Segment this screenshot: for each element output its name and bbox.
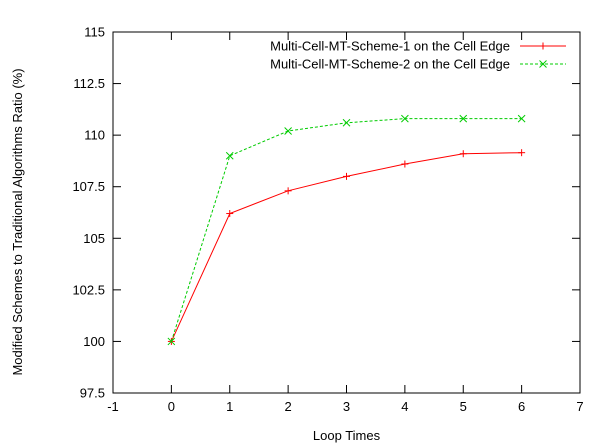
data-point — [401, 114, 409, 123]
data-point — [167, 337, 176, 346]
data-point — [284, 127, 292, 135]
plot-frame — [112, 31, 581, 394]
x-tick-label: 7 — [576, 399, 583, 414]
x-tick-label: 5 — [460, 399, 467, 414]
x-tick-label: 1 — [226, 399, 233, 414]
x-tick-label: 2 — [285, 399, 292, 414]
x-tick-label: -1 — [107, 399, 119, 414]
data-point — [225, 151, 234, 160]
series-line — [170, 118, 522, 342]
x-axis-title: Loop Times — [313, 428, 381, 443]
y-tick-label: 97.5 — [80, 386, 105, 401]
x-axis: -1 0 1 2 3 4 5 6 7 — [107, 32, 584, 414]
legend-item: Multi-Cell-MT-Scheme-1 on the Cell Edge — [270, 39, 566, 54]
legend-label: Multi-Cell-MT-Scheme-1 on the Cell Edge — [270, 39, 510, 54]
legend-label: Multi-Cell-MT-Scheme-2 on the Cell Edge — [270, 57, 510, 72]
x-tick-label: 4 — [401, 399, 408, 414]
x-tick-label: 3 — [343, 399, 350, 414]
y-tick-label: 110 — [84, 128, 105, 143]
y-axis: 97.5 100 102.5 105 107.5 110 112.5 115 — [72, 25, 580, 401]
y-tick-label: 102.5 — [72, 282, 105, 297]
data-point — [517, 114, 526, 123]
series-2 — [167, 114, 526, 346]
y-tick-label: 107.5 — [72, 179, 105, 194]
series-group — [167, 114, 526, 346]
series-line — [170, 152, 522, 342]
y-axis-title: Modified Schemes to Traditional Algorith… — [10, 68, 25, 375]
data-point — [459, 114, 468, 123]
y-tick-label: 115 — [84, 25, 105, 40]
y-tick-label: 112.5 — [73, 76, 105, 91]
series-1 — [167, 149, 526, 345]
data-point — [342, 118, 351, 127]
x-tick-label: 0 — [168, 399, 175, 414]
legend: Multi-Cell-MT-Scheme-1 on the Cell Edge M… — [270, 39, 566, 72]
plot-frame-group — [112, 31, 581, 394]
legend-marker — [539, 60, 547, 68]
legend-item: Multi-Cell-MT-Scheme-2 on the Cell Edge — [270, 57, 566, 72]
y-tick-label: 100 — [83, 334, 105, 349]
x-tick-label: 6 — [518, 399, 525, 414]
y-tick-label: 105 — [83, 231, 105, 246]
